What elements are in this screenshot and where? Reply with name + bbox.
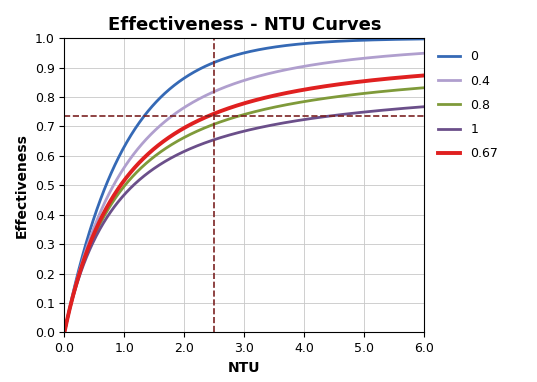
0.4 <box>421 51 427 55</box>
1 <box>61 330 68 335</box>
0.4 <box>125 159 132 164</box>
1 <box>154 164 160 169</box>
0.67 <box>125 173 132 178</box>
0.4 <box>301 64 308 68</box>
0.67 <box>273 93 280 97</box>
0.8 <box>332 95 338 99</box>
Y-axis label: Effectiveness: Effectiveness <box>15 133 29 238</box>
Line: 0.67: 0.67 <box>64 76 424 332</box>
0 <box>273 44 280 49</box>
0 <box>301 41 308 46</box>
0.8 <box>125 179 132 184</box>
0 <box>154 99 160 104</box>
1 <box>332 113 338 118</box>
0.8 <box>421 86 427 90</box>
Legend: 0, 0.4, 0.8, 1, 0.67: 0, 0.4, 0.8, 1, 0.67 <box>438 50 498 160</box>
0.8 <box>154 152 160 157</box>
0.8 <box>301 99 308 104</box>
0.4 <box>332 59 338 64</box>
1 <box>421 104 427 109</box>
Line: 1: 1 <box>64 107 424 332</box>
0.8 <box>61 330 68 335</box>
Title: Effectiveness - NTU Curves: Effectiveness - NTU Curves <box>107 16 381 34</box>
Line: 0.4: 0.4 <box>64 53 424 332</box>
0.8 <box>273 104 280 109</box>
0.67 <box>301 87 308 92</box>
0.67 <box>154 144 160 149</box>
Line: 0: 0 <box>64 39 424 332</box>
Line: 0.8: 0.8 <box>64 88 424 332</box>
0.67 <box>421 73 427 78</box>
0.67 <box>224 107 230 111</box>
0 <box>61 330 68 335</box>
0 <box>421 37 427 41</box>
0.8 <box>224 117 230 122</box>
0.67 <box>332 83 338 87</box>
1 <box>125 188 132 193</box>
0.67 <box>61 330 68 335</box>
X-axis label: NTU: NTU <box>228 361 260 375</box>
0.4 <box>154 126 160 131</box>
0.4 <box>224 84 230 89</box>
1 <box>224 133 230 138</box>
0 <box>125 138 132 142</box>
0.4 <box>273 70 280 74</box>
1 <box>301 117 308 122</box>
0 <box>332 39 338 44</box>
1 <box>273 122 280 126</box>
0 <box>224 55 230 60</box>
0.4 <box>61 330 68 335</box>
